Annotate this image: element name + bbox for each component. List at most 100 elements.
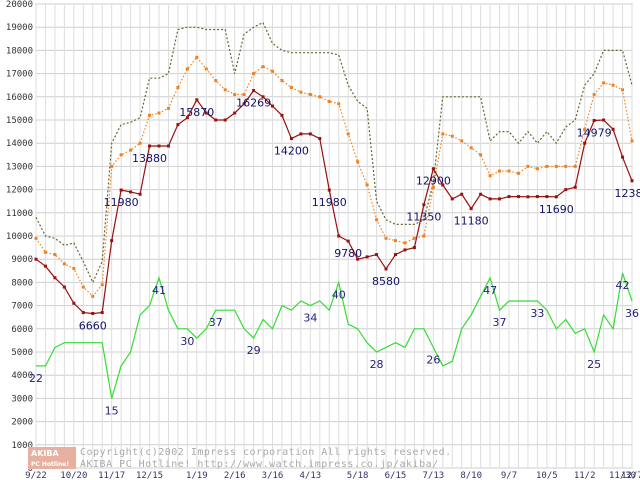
y-tick-label: 6000 — [11, 325, 33, 335]
series-point-1 — [346, 132, 350, 136]
series-point-2 — [356, 257, 360, 261]
series-point-1 — [384, 236, 388, 240]
series-point-2 — [110, 239, 114, 243]
series-point-2 — [195, 98, 199, 102]
series-point-2 — [327, 188, 331, 192]
series-point-1 — [318, 95, 322, 99]
x-tick-label: 10/20 — [60, 471, 87, 480]
series-point-1 — [72, 266, 76, 270]
series-lines — [35, 21, 633, 399]
series-point-1 — [554, 164, 558, 168]
series-point-2 — [412, 246, 416, 250]
y-tick-label: 9000 — [11, 255, 33, 265]
series-point-1 — [327, 99, 331, 103]
series-point-2 — [129, 190, 133, 194]
series-point-1 — [393, 239, 397, 243]
series-point-2 — [573, 185, 577, 189]
data-label: 14200 — [274, 145, 309, 158]
y-tick-label: 16000 — [6, 93, 33, 103]
data-label: 6660 — [79, 319, 107, 332]
series-point-2 — [91, 311, 95, 315]
series-line-0 — [35, 21, 633, 284]
y-tick-label: 1000 — [11, 441, 33, 451]
x-axis: 9/22 10/20 11/17 12/15 1/19 2/16 3/16 4/13 5/18 6… — [25, 471, 640, 480]
data-label: 42 — [616, 279, 630, 292]
series-point-1 — [469, 146, 473, 150]
series-point-1 — [460, 139, 464, 143]
series-point-1 — [545, 164, 549, 168]
series-point-1 — [43, 250, 47, 254]
series-point-1 — [498, 169, 502, 173]
series-point-2 — [214, 118, 218, 122]
x-tick-label: 2/16 — [224, 471, 246, 480]
series-point-1 — [356, 160, 360, 164]
data-label: 15870 — [179, 106, 214, 119]
series-point-2 — [119, 188, 123, 192]
series-point-1 — [308, 92, 312, 96]
data-label: 36 — [625, 307, 639, 320]
series-point-2 — [43, 264, 47, 268]
series-point-2 — [299, 132, 303, 136]
series-point-1 — [242, 92, 246, 96]
series-point-2 — [516, 195, 520, 199]
series-point-2 — [157, 144, 161, 148]
series-point-2 — [441, 183, 445, 187]
series-point-1 — [214, 79, 218, 83]
series-point-1 — [611, 83, 615, 87]
y-tick-label: 7000 — [11, 302, 33, 312]
series-point-2 — [564, 188, 568, 192]
series-point-1 — [621, 88, 625, 92]
series-point-2 — [460, 192, 464, 196]
series-point-1 — [573, 164, 577, 168]
series-point-2 — [34, 257, 38, 261]
series-point-1 — [157, 111, 161, 115]
data-label: 22 — [29, 372, 43, 385]
y-tick-label: 17000 — [6, 70, 33, 80]
series-point-2 — [621, 155, 625, 159]
series-point-2 — [384, 267, 388, 271]
data-label: 11690 — [539, 203, 574, 216]
y-tick-label: 2000 — [11, 418, 33, 428]
series-point-2 — [53, 276, 57, 280]
series-line-3 — [36, 272, 633, 399]
series-point-2 — [526, 195, 530, 199]
data-label: 14979 — [577, 126, 612, 139]
series-point-1 — [630, 139, 634, 143]
x-tick-label: 7/13 — [422, 471, 444, 480]
x-tick-label: 6/15 — [385, 471, 407, 480]
series-line-1 — [35, 56, 633, 298]
akiba-logo-bottom: PC Hotline! — [31, 461, 69, 468]
series-point-1 — [100, 283, 104, 287]
series-point-2 — [318, 137, 322, 141]
x-tick-label: 4/13 — [300, 471, 322, 480]
series-point-1 — [204, 67, 208, 71]
series-point-1 — [592, 92, 596, 96]
x-tick-label: 11/30 — [609, 471, 636, 480]
series-point-1 — [195, 55, 199, 59]
x-tick-label: 12/15 — [136, 471, 163, 480]
akiba-logo-box — [28, 447, 76, 469]
y-tick-label: 20000 — [6, 0, 33, 10]
series-point-1 — [403, 241, 407, 245]
series-point-1 — [507, 169, 511, 173]
series-point-1 — [526, 164, 530, 168]
data-label: 34 — [303, 312, 317, 325]
data-label: 40 — [332, 288, 346, 301]
series-point-1 — [535, 167, 539, 171]
data-label: 11350 — [406, 211, 441, 224]
series-point-2 — [346, 239, 350, 243]
data-label: 16269 — [236, 97, 271, 110]
data-label: 12900 — [416, 175, 451, 188]
series-point-2 — [393, 253, 397, 257]
series-point-1 — [233, 92, 237, 96]
data-label: 25 — [587, 358, 601, 371]
series-point-1 — [299, 90, 303, 94]
series-point-2 — [422, 203, 426, 207]
series-point-1 — [62, 262, 66, 266]
series-point-1 — [91, 294, 95, 298]
series-point-1 — [337, 102, 341, 106]
series-point-1 — [280, 79, 284, 83]
series-point-1 — [375, 218, 379, 222]
series-point-1 — [488, 174, 492, 178]
